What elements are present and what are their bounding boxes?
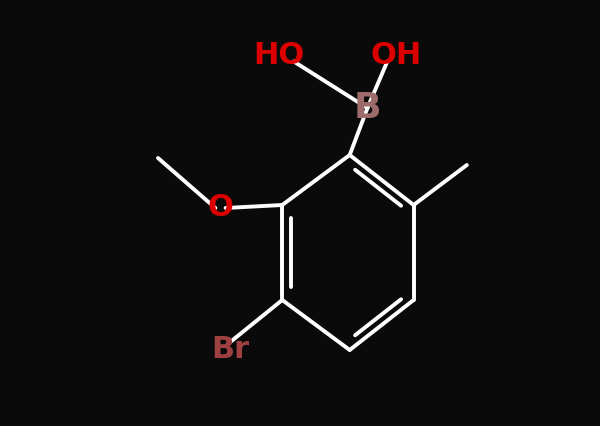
Text: Br: Br xyxy=(211,336,250,365)
Text: B: B xyxy=(354,91,381,125)
Text: OH: OH xyxy=(370,40,421,69)
Text: HO: HO xyxy=(253,40,304,69)
Text: O: O xyxy=(208,193,233,222)
